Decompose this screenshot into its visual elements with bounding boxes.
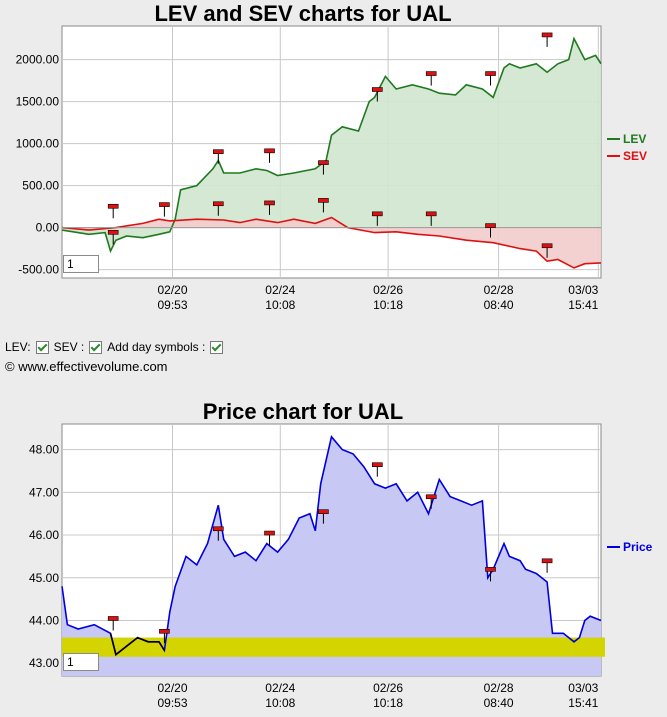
x-tick-time: 08:40	[484, 696, 514, 710]
price-day-marker	[425, 494, 437, 500]
lev-sev-chart-title: LEV and SEV charts for UAL	[154, 1, 451, 26]
y-tick-label: 2000.00	[16, 53, 60, 67]
y-tick-label: 44.00	[29, 613, 59, 627]
lev-sev-day-markers	[107, 32, 553, 258]
x-tick-time: 15:41	[568, 298, 598, 312]
price-fill	[62, 436, 601, 676]
sev-area	[62, 217, 601, 268]
price-line-low	[109, 633, 166, 656]
sev-line	[61, 216, 602, 269]
lev-day-marker	[318, 160, 329, 165]
y-tick-label: 47.00	[29, 485, 59, 499]
price-day-marker	[264, 530, 275, 536]
sev-day-marker	[213, 201, 224, 207]
x-tick-date: 02/28	[484, 283, 514, 297]
sev-day-marker	[372, 211, 383, 217]
price-day-marker	[213, 526, 224, 532]
lev-day-marker	[213, 149, 224, 154]
y-tick-label: 500.00	[22, 179, 59, 193]
lev-line	[61, 36, 602, 254]
y-tick-label: 45.00	[29, 571, 59, 585]
price-day-marker	[485, 567, 496, 572]
sev-day-marker	[318, 198, 329, 203]
lev-day-marker	[485, 71, 496, 76]
lev-sev-fills	[62, 38, 601, 268]
lev-area	[62, 38, 601, 252]
y-tick-label: 1000.00	[16, 137, 60, 151]
x-tick-time: 10:18	[373, 696, 403, 710]
y-tick-label: -500.00	[18, 263, 59, 277]
y-tick-label: 0.00	[36, 221, 60, 235]
lev-sev-chart: LEV and SEV charts for UAL -500.00 0.00 50…	[16, 1, 647, 312]
day-symbols-label: Add day symbols :	[107, 340, 206, 354]
lev-sev-legend: LEV SEV	[607, 132, 647, 163]
x-tick-date: 02/20	[157, 283, 187, 297]
y-tick-label: 48.00	[29, 443, 59, 457]
price-chart-title: Price chart for UAL	[203, 399, 404, 424]
price-day-marker	[107, 616, 119, 621]
sev-day-marker	[425, 211, 437, 217]
y-tick-label: 43.00	[29, 656, 59, 670]
x-tick-time: 08:40	[484, 298, 514, 312]
lev-day-marker	[541, 32, 553, 38]
price-day-marker	[541, 558, 553, 564]
price-day-markers	[107, 462, 553, 644]
price-day-marker	[318, 509, 329, 514]
day-symbols-checkbox[interactable]	[210, 340, 224, 354]
sev-checkbox[interactable]	[89, 340, 103, 354]
x-tick-time: 10:08	[265, 298, 295, 312]
x-tick-time: 10:08	[265, 696, 295, 710]
x-tick-date: 02/28	[484, 681, 514, 695]
x-tick-time: 15:41	[568, 696, 598, 710]
sev-day-marker	[107, 203, 119, 209]
x-tick-time: 09:53	[157, 298, 187, 312]
price-day-marker	[372, 462, 383, 468]
x-tick-date: 03/03	[568, 681, 598, 695]
lev-toggle-label: LEV:	[5, 340, 31, 354]
lev-checkbox[interactable]	[35, 340, 49, 354]
price-day-marker	[159, 628, 170, 634]
lev-day-marker	[264, 148, 275, 154]
y-tick-label: 46.00	[29, 528, 59, 542]
lev-sev-zoom-input[interactable]: 1	[63, 255, 99, 273]
copyright-text: © www.effectivevolume.com	[5, 359, 168, 374]
x-tick-date: 02/24	[265, 681, 295, 695]
price-lines	[61, 435, 602, 656]
legend-label-price: Price	[623, 540, 653, 554]
x-tick-date: 02/20	[157, 681, 187, 695]
legend-label-sev: SEV	[623, 149, 647, 163]
x-tick-date: 02/26	[373, 681, 403, 695]
sev-day-marker	[485, 223, 496, 228]
x-tick-time: 10:18	[373, 298, 403, 312]
price-chart: Price chart for UAL 43.00 44.00 45.00 46.00…	[29, 399, 653, 710]
price-y-ticks: 43.00 44.00 45.00 46.00 47.00 48.00	[29, 443, 59, 671]
sev-day-marker	[264, 200, 275, 206]
lev-day-marker	[159, 202, 170, 207]
x-tick-date: 03/03	[568, 283, 598, 297]
lev-day-marker	[107, 230, 119, 235]
chart-controls: LEV: SEV : Add day symbols :	[5, 340, 225, 354]
lev-sev-y-ticks: -500.00 0.00 500.00 1000.00 1500.00 2000.00	[16, 53, 60, 277]
lev-day-marker	[372, 87, 383, 92]
lev-sev-lines	[61, 36, 602, 269]
price-legend: Price	[607, 540, 653, 554]
sev-toggle-label: SEV :	[53, 340, 85, 354]
sev-day-marker	[541, 243, 553, 249]
price-zoom-input[interactable]: 1	[63, 653, 99, 671]
x-tick-time: 09:53	[157, 696, 187, 710]
price-band	[62, 637, 605, 657]
price-area	[62, 436, 601, 676]
x-tick-date: 02/26	[373, 283, 403, 297]
price-support-band	[62, 637, 605, 657]
y-tick-label: 1500.00	[16, 95, 60, 109]
legend-label-lev: LEV	[623, 132, 646, 146]
lev-day-marker	[425, 71, 437, 76]
x-tick-date: 02/24	[265, 283, 295, 297]
